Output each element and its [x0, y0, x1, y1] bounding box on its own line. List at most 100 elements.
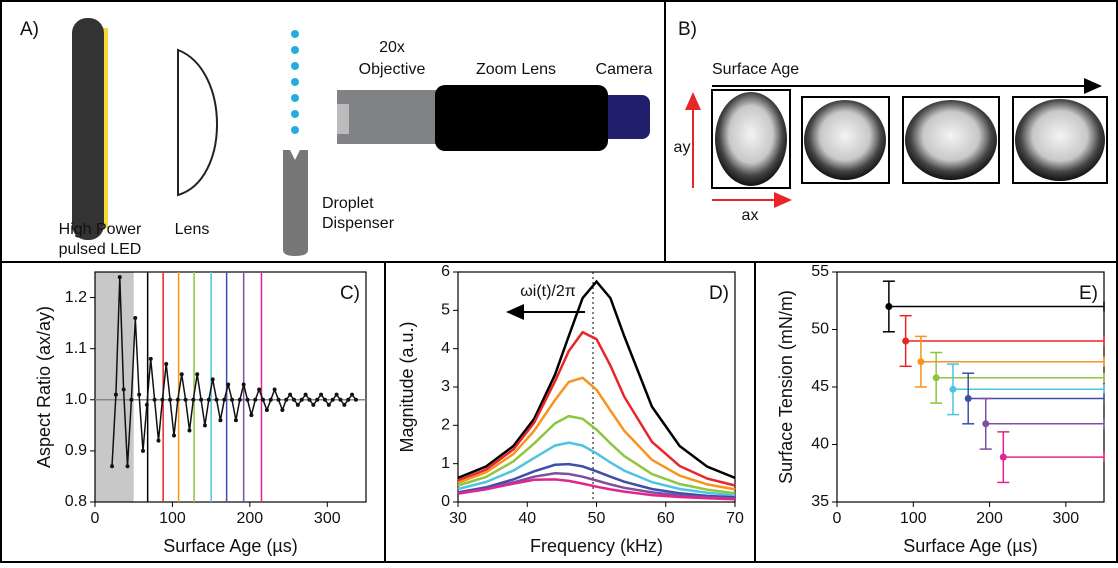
- x-axis-label: Surface Age (µs): [903, 536, 1037, 556]
- data-point: [253, 397, 258, 402]
- data-point: [233, 418, 238, 423]
- data-point: [346, 397, 351, 402]
- series-line: [457, 279, 736, 480]
- data-point: [179, 372, 184, 377]
- x-tick-label: 60: [657, 510, 675, 527]
- caption: Droplet: [322, 195, 374, 212]
- x-tick-label: 50: [588, 510, 606, 527]
- caption: pulsed LED: [59, 241, 142, 258]
- x-axis-label: Frequency (kHz): [530, 536, 663, 556]
- data-point: [137, 392, 142, 397]
- y-axis-label: Magnitude (a.u.): [397, 321, 417, 452]
- lens: [177, 48, 218, 197]
- data-point: [222, 397, 227, 402]
- data-point: [276, 397, 281, 402]
- data-point: [311, 402, 316, 407]
- droplet: [905, 100, 997, 180]
- data-point: [202, 423, 207, 428]
- y-tick-label: 50: [811, 321, 829, 338]
- data-point: [319, 392, 324, 397]
- y-tick-label: 1.0: [65, 391, 87, 408]
- panel-b: B) Surface Age ay ax: [674, 19, 1108, 224]
- x-tick-label: 70: [726, 510, 744, 527]
- data-point: [257, 387, 262, 392]
- data-point: [272, 387, 277, 392]
- y-axis-label: Surface Tension (mN/m): [776, 290, 796, 484]
- data-point: [353, 397, 358, 402]
- droplet: [715, 92, 787, 186]
- y-tick-label: 4: [441, 340, 450, 357]
- data-point: [334, 392, 339, 397]
- y-tick-label: 45: [811, 378, 829, 395]
- series-line: [457, 478, 736, 501]
- y-axis-label: Aspect Ratio (ax/ay): [34, 306, 54, 468]
- data-point: [338, 397, 343, 402]
- data-point: [280, 408, 285, 412]
- data-point: [171, 433, 176, 438]
- caption: Dispenser: [322, 215, 395, 232]
- data-point: [241, 382, 246, 387]
- panel-label: A): [20, 19, 39, 40]
- data-point: [249, 413, 254, 418]
- data-point: [187, 428, 192, 433]
- series-line: [457, 462, 736, 499]
- y-tick-label: 6: [441, 263, 450, 280]
- panel-label: B): [678, 19, 697, 40]
- data-point: [964, 395, 972, 402]
- panel-a: A) High Power pulsed LED Lens Droplet Di…: [20, 18, 653, 258]
- data-point: [218, 418, 223, 423]
- y-tick-label: 0: [441, 493, 450, 510]
- x-tick-label: 0: [91, 510, 100, 527]
- data-point: [237, 397, 242, 402]
- droplets: [291, 30, 299, 134]
- data-point: [284, 397, 289, 402]
- x-tick-label: 300: [314, 510, 341, 527]
- x-tick-label: 100: [900, 510, 927, 527]
- caption: Zoom Lens: [476, 61, 556, 78]
- objective: [337, 90, 437, 144]
- y-tick-label: 1.1: [65, 340, 87, 357]
- series-line: [111, 277, 357, 467]
- data-point: [191, 397, 196, 402]
- series-line: [457, 472, 736, 500]
- data-point: [121, 387, 126, 392]
- caption: High Power: [59, 221, 142, 238]
- x-tick-label: 100: [159, 510, 186, 527]
- data-point: [268, 397, 273, 402]
- x-tick-label: 200: [976, 510, 1003, 527]
- data-point: [199, 397, 204, 402]
- data-point: [330, 397, 335, 402]
- zoom-lens: [435, 85, 608, 151]
- caption: ax: [742, 207, 759, 224]
- data-point: [168, 397, 173, 402]
- data-point: [183, 397, 188, 402]
- data-point: [226, 382, 231, 387]
- data-point: [350, 392, 355, 397]
- y-tick-label: 5: [441, 302, 450, 319]
- data-point: [288, 392, 293, 397]
- data-point: [932, 374, 940, 382]
- y-tick-label: 3: [441, 378, 450, 395]
- data-point: [152, 397, 157, 402]
- data-point: [982, 420, 990, 428]
- y-tick-label: 0.9: [65, 442, 87, 459]
- data-point: [117, 275, 122, 280]
- data-point: [144, 402, 149, 407]
- data-point: [206, 397, 211, 402]
- x-axis-label: Surface Age (µs): [163, 536, 297, 556]
- panel-label: D): [709, 283, 729, 304]
- y-tick-label: 35: [811, 493, 829, 510]
- data-point: [315, 397, 320, 402]
- y-tick-label: 1.2: [65, 289, 87, 306]
- panel-label: E): [1079, 283, 1098, 304]
- data-point: [164, 362, 169, 366]
- caption: Objective: [359, 61, 426, 78]
- data-point: [303, 392, 308, 397]
- data-point: [885, 303, 893, 310]
- dispenser: [283, 150, 308, 256]
- droplet: [1015, 99, 1105, 181]
- data-point: [322, 397, 327, 402]
- annotation: ωi(t)/2π: [520, 283, 576, 300]
